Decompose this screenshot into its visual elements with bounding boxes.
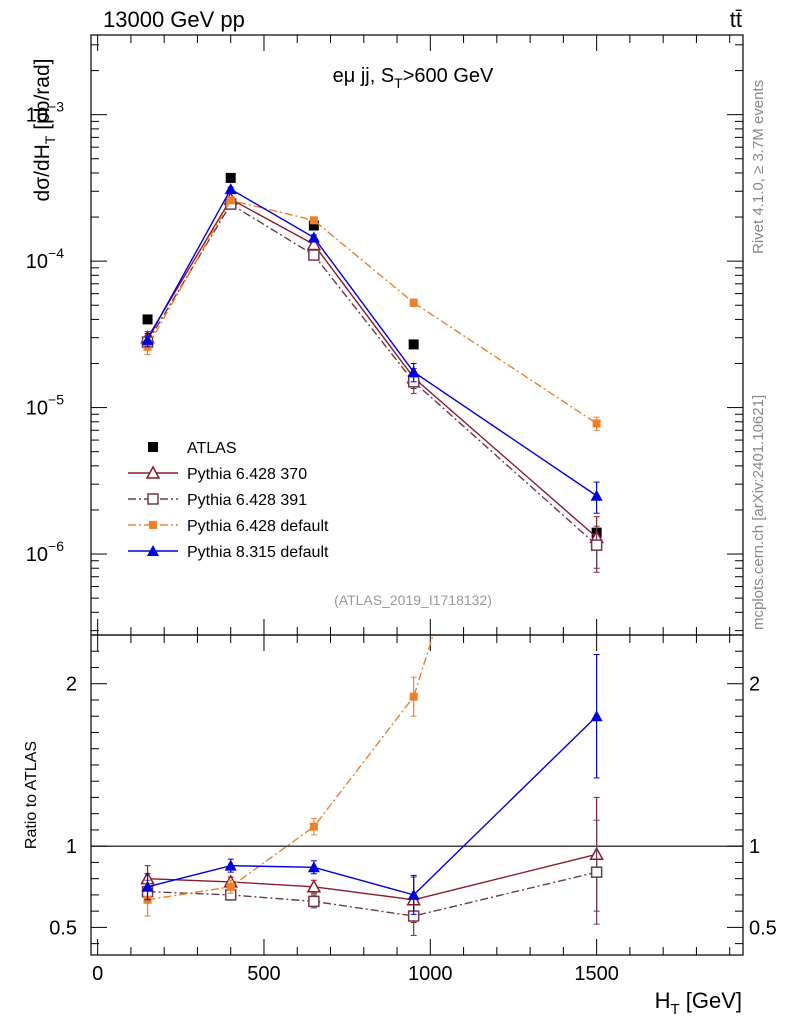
top-point-p8 (141, 333, 154, 345)
tick-base: 10 (26, 398, 48, 420)
ratio-point-pdefault (226, 882, 235, 891)
top-point-pdefault (226, 196, 235, 205)
top-point-p8 (590, 489, 603, 501)
header-right: tt̄ (730, 7, 742, 32)
top-point-p8 (407, 365, 420, 377)
tick-base: 10 (26, 105, 48, 127)
x-axis-label: HT [GeV] (655, 988, 742, 1018)
legend-label-p8: Pythia 8.315 default (187, 544, 329, 561)
legend-marker-pdefault (149, 521, 157, 529)
tick-exponent: −3 (48, 99, 64, 115)
x-tick-label: 0 (92, 963, 103, 985)
ratio-y-tick-label: 1 (66, 836, 77, 858)
tick-base: 10 (26, 544, 48, 566)
header-left: 13000 GeV pp (103, 7, 245, 32)
ratio-point-p391 (590, 866, 603, 878)
ratio-panel-data (140, 111, 604, 937)
ratio-point-pdefault (309, 822, 318, 831)
ratio-y-tick-label-right: 2 (749, 674, 760, 696)
ratio-point-p8 (407, 888, 420, 900)
top-point-pdefault (592, 419, 601, 428)
ratio-point-p8 (141, 880, 154, 892)
top-point-p391 (590, 539, 603, 551)
legend-marker-p370 (145, 465, 161, 479)
title-rest: >600 GeV (403, 65, 494, 87)
ratio-line-p8 (147, 715, 598, 896)
top-y-tick-label: 10−6 (26, 538, 64, 566)
tick-base: 10 (26, 251, 48, 273)
legend-marker-p8 (147, 545, 159, 556)
legend-label-p370: Pythia 6.428 370 (187, 466, 307, 483)
top-ylabel: dσ/dHT [pb/rad] (31, 59, 58, 202)
legend-label-atlas: ATLAS (187, 440, 237, 457)
analysis-tag: (ATLAS_2019_I1718132) (334, 592, 492, 608)
rivet-label: Rivet 4.1.0, ≥ 3.7M events (750, 80, 767, 254)
ylabel-rest: [pb/rad] (31, 59, 54, 136)
top-point-pdefault (309, 216, 318, 225)
top-point-p8 (224, 183, 237, 195)
ylabel-main: dσ/dH (31, 144, 54, 201)
top-panel-data (140, 172, 604, 573)
top-axis-ticks: 10−310−410−510−6 (26, 35, 743, 635)
top-line-pdefault (146, 199, 598, 424)
tick-exponent: −6 (48, 538, 64, 554)
ratio-y-tick-label: 0.5 (49, 917, 77, 939)
ratio-point-p391 (308, 895, 320, 908)
ratio-panel-frame (90, 634, 744, 956)
top-y-tick-label: 10−5 (26, 392, 64, 420)
plot-title: eμ jj, ST>600 GeV (333, 65, 494, 91)
x-tick-label: 500 (247, 963, 280, 985)
ratio-axis-ticks: 0 500 1000 1500 0.5 0.5 1 1 2 2 (49, 635, 777, 985)
ratio-y-tick-label-right: 0.5 (749, 917, 777, 939)
top-point-p391 (308, 249, 320, 261)
legend-label-pdefault: Pythia 6.428 default (187, 518, 329, 535)
ratio-point-p8 (224, 859, 237, 871)
xlabel-rest: [GeV] (680, 988, 742, 1013)
top-point-atlas (142, 314, 153, 325)
xlabel-main: H (655, 988, 671, 1013)
title-main: eμ jj, S (333, 65, 395, 87)
tick-exponent: −4 (48, 245, 64, 261)
top-y-tick-label: 10−4 (26, 245, 64, 273)
tick-exponent: −5 (48, 392, 64, 408)
title-sub: T (394, 75, 403, 91)
ratio-y-tick-label-right: 1 (749, 836, 760, 858)
xlabel-sub: T (670, 1001, 679, 1018)
top-point-p8 (307, 231, 320, 243)
legend-marker-p391 (147, 493, 159, 505)
top-point-atlas (408, 339, 419, 350)
legend: ATLAS Pythia 6.428 370 Pythia 6.428 391 Pyt… (128, 440, 329, 561)
ratio-point-pdefault (409, 692, 418, 701)
top-y-tick-label: 10−3 (26, 99, 64, 127)
ratio-line-p370 (147, 853, 597, 901)
x-tick-label: 1500 (574, 963, 619, 985)
top-point-pdefault (409, 298, 418, 307)
top-point-atlas (308, 220, 319, 231)
ratio-point-p8 (307, 861, 320, 873)
x-tick-label: 1000 (408, 963, 453, 985)
ratio-y-tick-label: 2 (66, 674, 77, 696)
ratio-point-p370 (306, 879, 322, 893)
ratio-ylabel: Ratio to ATLAS (23, 741, 40, 849)
mcplots-label: mcplots.cern.ch [arXiv:2401.10621] (750, 395, 767, 630)
ylabel-sub: T (42, 135, 58, 144)
legend-marker-atlas (148, 442, 158, 452)
top-line-p370 (146, 198, 598, 538)
ratio-point-pdefault (593, 111, 601, 119)
ratio-point-p8 (590, 710, 603, 722)
legend-label-p391: Pythia 6.428 391 (187, 492, 307, 509)
top-point-atlas (225, 172, 236, 183)
